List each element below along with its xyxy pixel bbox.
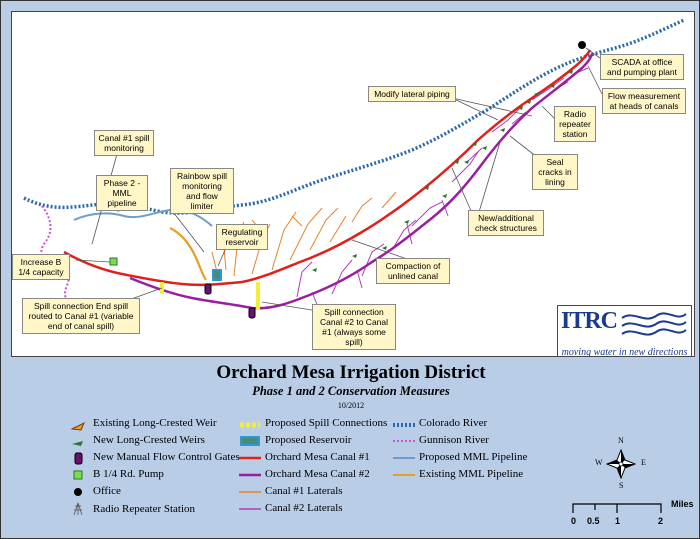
pump-b14: [109, 257, 118, 266]
canal1-line-icon: [239, 456, 261, 460]
callout-flow-measurement: Flow measurement at heads of canals: [602, 88, 686, 114]
long-crested-weir-existing-icon: [71, 421, 85, 431]
compass-east: E: [641, 458, 646, 467]
map-date: 10/2012: [337, 401, 365, 410]
scale-tick-2: 2: [658, 516, 664, 526]
canal1-laterals-icon: [239, 491, 261, 493]
canal2-laterals-icon: [239, 508, 261, 510]
pump-icon: [73, 470, 83, 480]
office-icon: [74, 488, 82, 496]
compass-icon: [606, 449, 636, 479]
callout-spill-end: Spill connection End spill routed to Can…: [22, 298, 140, 334]
callout-scada: SCADA at office and pumping plant: [600, 54, 684, 80]
existing-mml-icon: [393, 474, 415, 476]
callout-rainbow-spill: Rainbow spill monitoring and flow limite…: [170, 168, 234, 214]
scale-tick-1: 1: [615, 516, 621, 526]
itrc-logo-tagline: moving water in new directions: [561, 347, 688, 357]
callout-modify-lateral: Modify lateral piping: [368, 86, 456, 102]
legend-office: Office: [93, 485, 121, 497]
legend-gunnison-river: Gunnison River: [419, 434, 489, 446]
map-title: Orchard Mesa Irrigation District: [216, 362, 486, 383]
flow-control-gate: [204, 283, 212, 295]
proposed-mml-icon: [393, 457, 415, 459]
legend-existing-weir: Existing Long-Crested Weir: [93, 417, 217, 429]
reservoir-icon: [240, 436, 260, 446]
callout-compaction: Compaction of unlined canal: [376, 258, 450, 284]
legend-reservoir: Proposed Reservoir: [265, 434, 352, 446]
existing-mml-pipeline: [169, 227, 207, 281]
orchard-mesa-canal-1: [63, 49, 592, 287]
radio-repeater-icon: [73, 502, 83, 516]
legend-colorado-river: Colorado River: [419, 417, 488, 429]
callout-spill-canal2: Spill connection Canal #2 to Canal #1 (a…: [312, 304, 396, 350]
legend-pump: B 1/4 Rd. Pump: [93, 468, 164, 480]
callout-radio-repeater: Radio repeater station: [554, 106, 596, 142]
callout-seal-cracks: Seal cracks in lining: [532, 154, 578, 190]
orchard-mesa-canal-2: [129, 53, 594, 310]
callout-regulating-reservoir: Regulating reservoir: [216, 224, 268, 250]
map-canvas: [23, 18, 685, 319]
gunnison-river-icon: [393, 440, 415, 442]
legend-spill-connections: Proposed Spill Connections: [265, 417, 388, 429]
scale-tick-0: 0: [571, 516, 577, 526]
itrc-logo: ITRC moving water in new directions: [557, 305, 692, 357]
legend-radio-repeater: Radio Repeater Station: [93, 503, 196, 515]
callout-new-check-structures: New/additional check structures: [468, 210, 544, 236]
legend-canal1: Orchard Mesa Canal #1: [265, 451, 370, 463]
scale-tick-0-5: 0.5: [587, 516, 600, 526]
scale-unit: Miles: [671, 499, 694, 509]
legend-canal1-laterals: Canal #1 Laterals: [265, 485, 343, 497]
long-crested-weirs: [312, 70, 573, 272]
legend-new-weirs: New Long-Crested Weirs: [93, 434, 205, 446]
proposed-reservoir: [212, 269, 222, 281]
legend-flow-gates: New Manual Flow Control Gates: [93, 451, 240, 463]
spill-connection-icon: [240, 422, 260, 428]
flow-control-gate-icon: [74, 452, 83, 465]
legend-canal2: Orchard Mesa Canal #2: [265, 468, 370, 480]
scale-bar-graphic: [572, 503, 662, 513]
legend-proposed-mml: Proposed MML Pipeline: [419, 451, 528, 463]
compass-north: N: [618, 436, 624, 445]
legend-canal2-laterals: Canal #2 Laterals: [265, 502, 343, 514]
compass-south: S: [619, 481, 624, 490]
itrc-logo-name: ITRC: [561, 308, 618, 334]
legend-existing-mml: Existing MML Pipeline: [419, 468, 524, 480]
long-crested-weir-new-icon: [72, 441, 83, 446]
colorado-river-icon: [393, 423, 415, 427]
callout-phase2-mml: Phase 2 - MML pipeline: [96, 175, 148, 211]
flow-control-gate: [248, 307, 256, 319]
compass-west: W: [595, 458, 603, 467]
wave-icon: [621, 312, 687, 336]
map-panel: SCADA at office and pumping plant Flow m…: [11, 11, 695, 357]
callout-canal1-spill-monitoring: Canal #1 spill monitoring: [94, 130, 154, 156]
gunnison-river: [40, 205, 87, 305]
office-marker: [578, 41, 586, 49]
map-subtitle: Phase 1 and 2 Conservation Measures: [252, 384, 450, 398]
callout-increase-b14: Increase B 1/4 capacity: [12, 254, 70, 280]
canal2-line-icon: [239, 473, 261, 477]
